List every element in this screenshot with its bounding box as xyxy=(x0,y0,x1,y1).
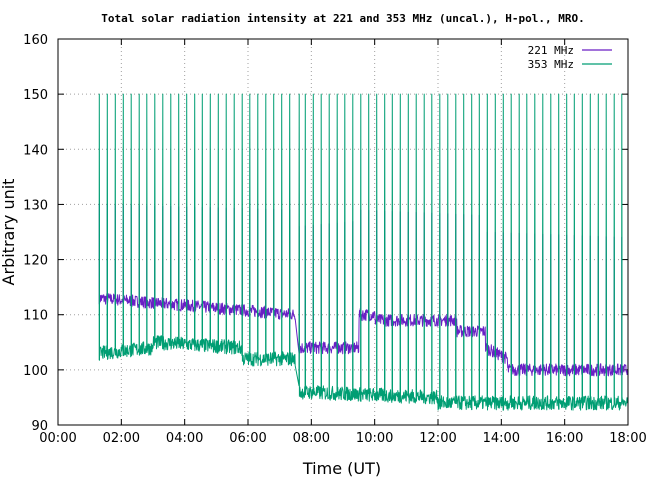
x-tick-label: 02:00 xyxy=(103,431,140,446)
y-tick-label: 120 xyxy=(23,254,48,269)
x-tick-label: 18:00 xyxy=(609,431,646,446)
x-tick-label: 10:00 xyxy=(356,431,393,446)
legend: 221 MHz 353 MHz xyxy=(528,44,612,71)
y-tick-label: 100 xyxy=(23,364,48,379)
plot-frame xyxy=(57,38,629,426)
legend-label-353: 353 MHz xyxy=(528,58,574,71)
y-tick-label: 140 xyxy=(23,143,48,158)
x-tick-label: 00:00 xyxy=(39,431,76,446)
y-tick-label: 150 xyxy=(23,88,48,103)
x-tick-label: 16:00 xyxy=(546,431,583,446)
x-axis-label: Time (UT) xyxy=(302,459,381,478)
x-tick-label: 12:00 xyxy=(419,431,456,446)
x-tick-label: 08:00 xyxy=(293,431,330,446)
y-tick-label: 160 xyxy=(23,33,48,48)
y-tick-label: 90 xyxy=(31,419,48,434)
series-lines xyxy=(98,93,629,411)
series-353-mhz xyxy=(98,93,629,411)
series-line xyxy=(98,93,629,411)
grid xyxy=(58,39,628,425)
x-tick-label: 14:00 xyxy=(483,431,520,446)
x-tick-label: 06:00 xyxy=(229,431,266,446)
y-axis-label: Arbitrary unit xyxy=(0,179,18,286)
y-tick-label: 130 xyxy=(23,198,48,213)
y-tick-label: 110 xyxy=(23,309,48,324)
legend-label-221: 221 MHz xyxy=(528,44,574,57)
axis-ticks: 00:00 02:00 04:00 06:00 08:00 10:00 12:00 14:00… xyxy=(23,33,647,446)
chart-title: Total solar radiation intensity at 221 a… xyxy=(101,12,584,25)
x-tick-label: 04:00 xyxy=(166,431,203,446)
